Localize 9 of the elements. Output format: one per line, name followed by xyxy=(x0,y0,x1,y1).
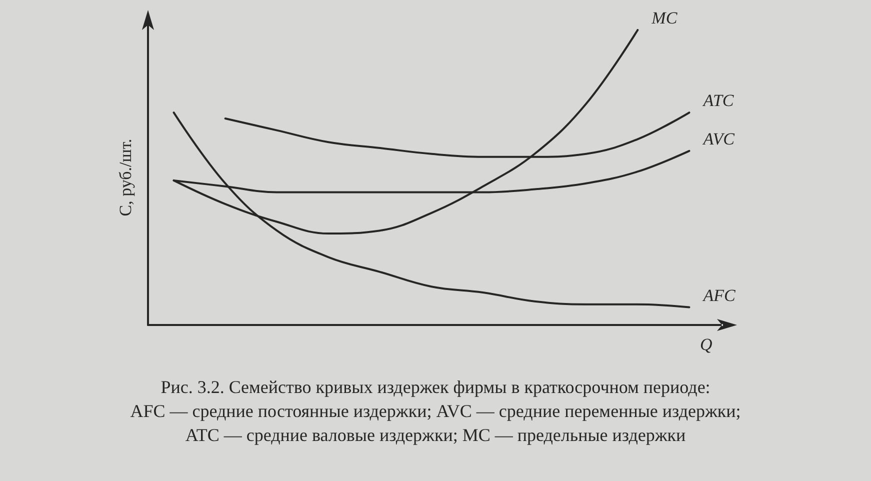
text: Рис. 3.2. Семейство кривых издержек фирмы в краткосрочном периоде: xyxy=(160,377,710,397)
text: AFC — средние постоянные издержки; AVC — средние переменные издержки; xyxy=(130,401,741,421)
series-label: ATC xyxy=(702,91,734,110)
x-axis-title: Q xyxy=(700,335,712,354)
y-axis-title: C, руб./шт. xyxy=(116,138,135,216)
text: ATC — средние валовые издержки; MC — предельные издержки xyxy=(185,425,686,445)
series-label: AVC xyxy=(702,129,736,148)
series-label: AFC xyxy=(702,286,736,305)
series-label: MC xyxy=(650,8,678,28)
